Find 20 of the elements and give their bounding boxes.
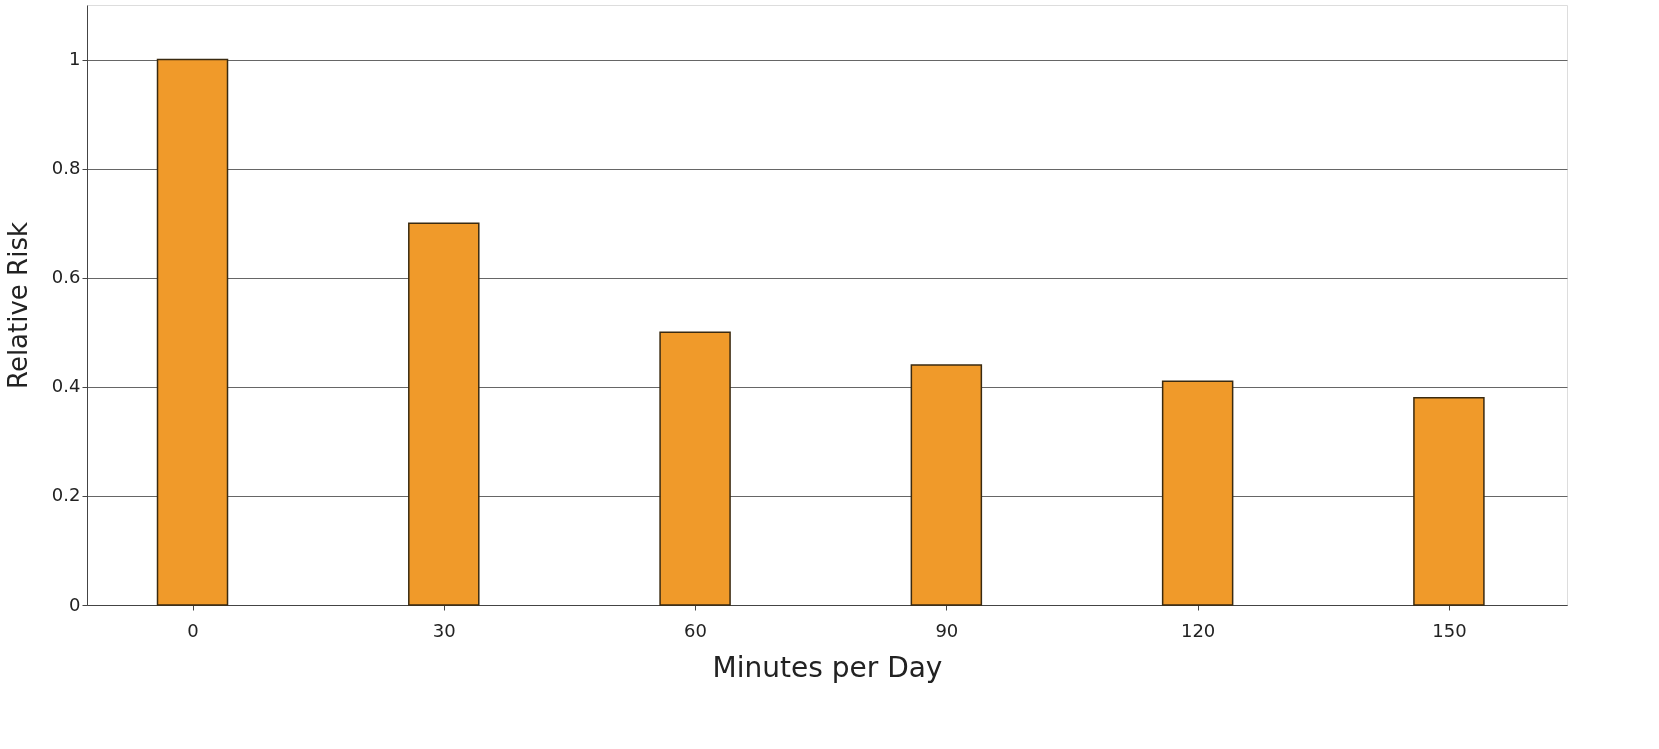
x-tick-label: 60 (684, 619, 708, 641)
y-tick-label: 1 (69, 48, 81, 70)
x-tick-label: 30 (432, 619, 456, 641)
y-tick-label: 0.2 (51, 484, 81, 506)
bar (1161, 380, 1234, 606)
y-tick-label: 0.8 (51, 157, 81, 179)
bar (1413, 396, 1485, 606)
y-tick-label: 0.6 (51, 266, 81, 288)
x-tick-label: 120 (1180, 619, 1216, 641)
y-axis-title: Relative Risk (2, 221, 33, 390)
bar (659, 331, 731, 606)
x-tick-label: 90 (935, 619, 959, 641)
y-tick-label: 0.4 (51, 375, 81, 397)
x-axis-title: Minutes per Day (712, 650, 943, 684)
y-tick-label: 0 (69, 593, 81, 615)
x-tick-label: 150 (1432, 619, 1467, 641)
bar (156, 58, 229, 606)
x-tick-label: 0 (187, 619, 199, 641)
bar (910, 364, 983, 606)
bar (408, 222, 480, 606)
